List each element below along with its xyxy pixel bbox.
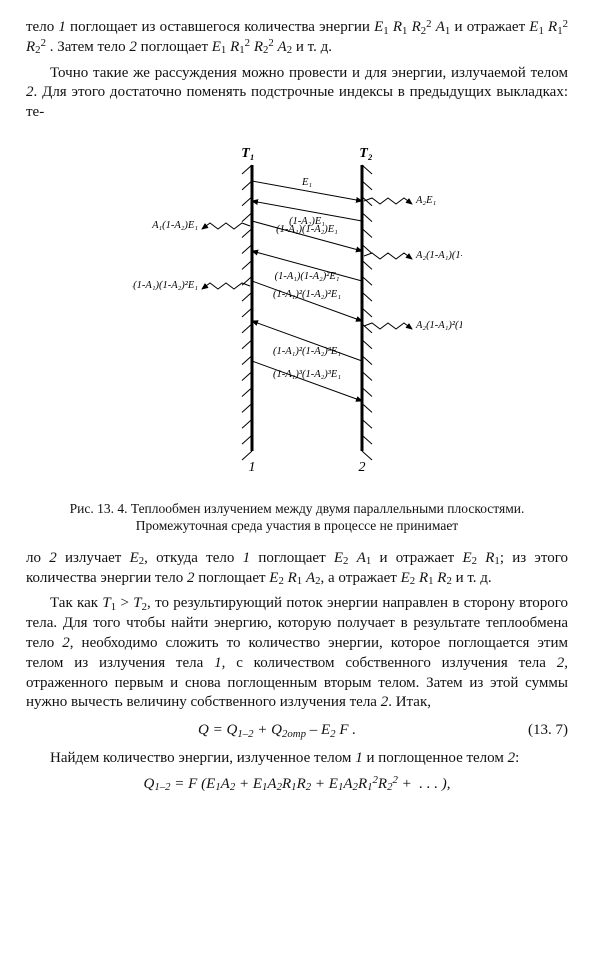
svg-text:2: 2 [359,460,366,475]
figure-caption: Рис. 13. 4. Теплообмен излучением между … [59,501,536,535]
heat-exchange-diagram: T₁T₂12E₁(1-A₂)E₁(1-A₁)(1-A₂)E₁(1-A₁)(1-A… [132,131,462,491]
para-4: Так как T1 > T2, то результирующий поток… [26,594,568,713]
svg-text:(1-A₁)(1-A₂)²E₁: (1-A₁)(1-A₂)²E₁ [275,271,340,282]
svg-text:A₁(1-A₂)E₁: A₁(1-A₂)E₁ [151,220,198,231]
svg-text:(1-A₁)³(1-A₂)³E₁: (1-A₁)³(1-A₂)³E₁ [273,369,341,380]
svg-text:E₁: E₁ [301,177,312,188]
para-1: тело 1 поглощает из оставшегося количест… [26,18,568,58]
svg-text:A₁(1-A₁)(1-A₂)²E₁: A₁(1-A₁)(1-A₂)²E₁ [132,280,198,291]
para-3: ло 2 излучает E2, откуда тело 1 поглощае… [26,549,568,589]
svg-text:(1-A₁)²(1-A₂)³E₁: (1-A₁)²(1-A₂)³E₁ [273,346,341,357]
svg-text:(1-A₁)²(1-A₂)²E₁: (1-A₁)²(1-A₂)²E₁ [273,289,341,300]
svg-text:T₁: T₁ [241,146,254,161]
para-2: Точно такие же рассуждения можно провест… [26,64,568,123]
svg-text:T₂: T₂ [359,146,373,161]
para-5: Найдем количество энергии, излученное те… [26,749,568,769]
equation-q12: Q1–2 = F (E1A2 + E1A2R1R2 + E1A2R12R22 +… [26,775,568,795]
svg-text:A₂(1-A₁)²(1-A₂)²E₁: A₂(1-A₁)²(1-A₂)²E₁ [415,320,462,331]
svg-text:A₂(1-A₁)(1-A₂)E₁: A₂(1-A₁)(1-A₂)E₁ [415,250,462,261]
equation-13-7: Q = Q1–2 + Q2отр – E2 F . (13. 7) [26,721,568,741]
equation-number: (13. 7) [528,721,568,741]
figure-13-4: T₁T₂12E₁(1-A₂)E₁(1-A₁)(1-A₂)E₁(1-A₁)(1-A… [26,131,568,491]
equation-formula: Q = Q1–2 + Q2отр – E2 F . [26,721,528,741]
svg-text:A₂E₁: A₂E₁ [415,195,436,206]
svg-text:(1-A₁)(1-A₂)E₁: (1-A₁)(1-A₂)E₁ [276,224,338,235]
svg-text:1: 1 [249,460,256,475]
